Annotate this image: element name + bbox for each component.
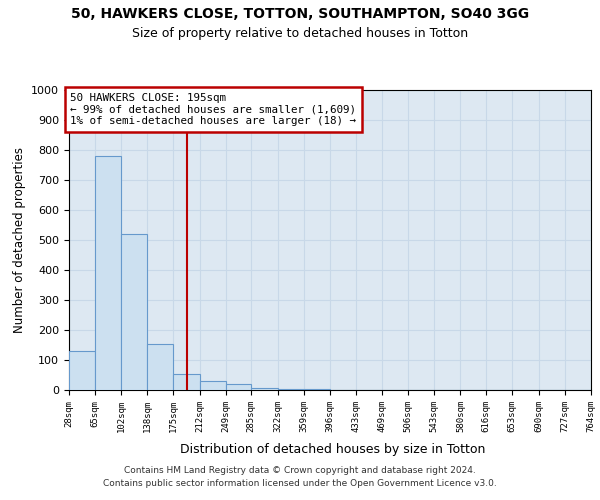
- Text: Distribution of detached houses by size in Totton: Distribution of detached houses by size …: [181, 442, 485, 456]
- Y-axis label: Number of detached properties: Number of detached properties: [13, 147, 26, 333]
- Bar: [95, 156, 121, 390]
- Bar: [121, 234, 147, 390]
- Text: 50, HAWKERS CLOSE, TOTTON, SOUTHAMPTON, SO40 3GG: 50, HAWKERS CLOSE, TOTTON, SOUTHAMPTON, …: [71, 8, 529, 22]
- Bar: [226, 384, 251, 390]
- Bar: [147, 344, 173, 390]
- Bar: [173, 374, 199, 390]
- Text: 50 HAWKERS CLOSE: 195sqm
← 99% of detached houses are smaller (1,609)
1% of semi: 50 HAWKERS CLOSE: 195sqm ← 99% of detach…: [70, 93, 356, 126]
- Text: Size of property relative to detached houses in Totton: Size of property relative to detached ho…: [132, 28, 468, 40]
- Text: Contains HM Land Registry data © Crown copyright and database right 2024.
Contai: Contains HM Land Registry data © Crown c…: [103, 466, 497, 487]
- Bar: [199, 381, 226, 390]
- Bar: [251, 388, 278, 390]
- Bar: [278, 389, 304, 390]
- Bar: [69, 351, 95, 390]
